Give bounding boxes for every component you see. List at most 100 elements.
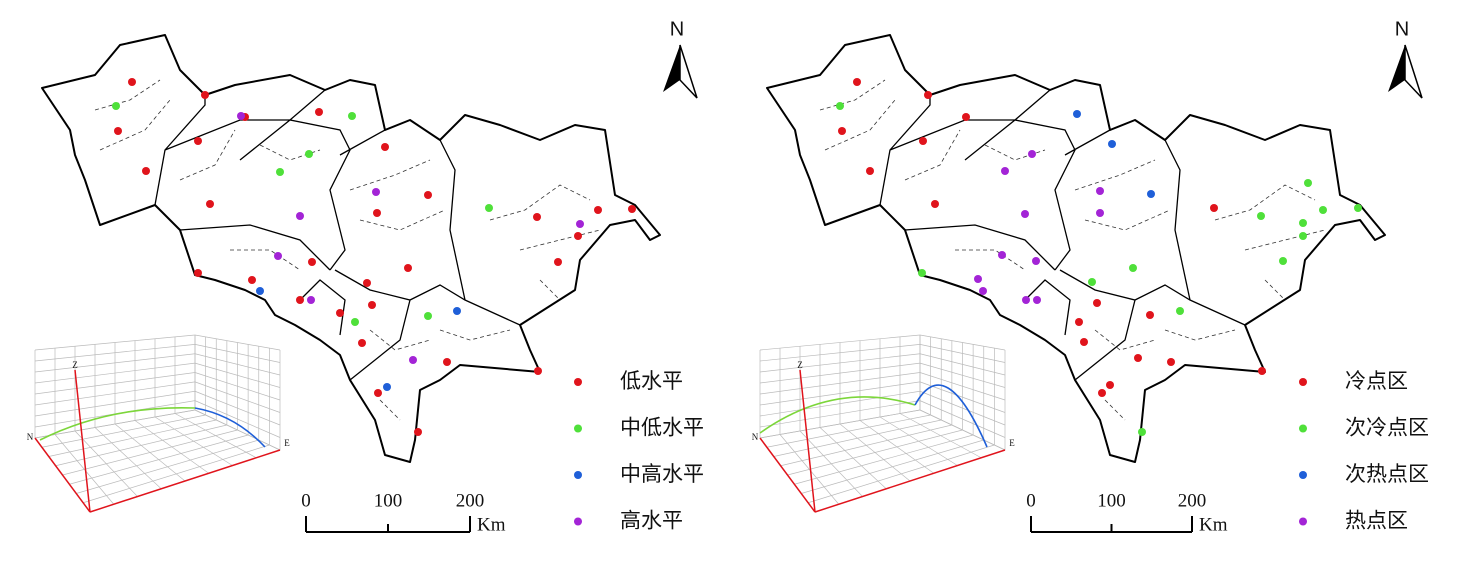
grid-3d bbox=[194, 400, 281, 438]
site-point bbox=[1299, 232, 1307, 240]
grid-3d bbox=[194, 390, 281, 426]
grid-3d bbox=[859, 420, 934, 474]
site-point bbox=[142, 167, 150, 175]
site-point bbox=[1146, 311, 1154, 319]
site-point bbox=[918, 269, 926, 277]
north-arrow bbox=[663, 45, 680, 92]
site-point bbox=[1096, 187, 1104, 195]
legend-marker bbox=[1299, 517, 1307, 526]
site-point bbox=[1176, 307, 1184, 315]
site-point bbox=[1028, 150, 1036, 158]
site-point bbox=[114, 127, 122, 135]
site-point bbox=[1134, 354, 1142, 362]
site-point bbox=[1258, 367, 1266, 375]
grid-3d bbox=[114, 423, 186, 482]
legend-marker bbox=[574, 517, 582, 526]
grid-3d bbox=[194, 372, 281, 401]
legend-label: 高水平 bbox=[620, 509, 683, 533]
site-point bbox=[628, 205, 636, 213]
site-point bbox=[1210, 204, 1218, 212]
site-point bbox=[274, 252, 282, 260]
site-point bbox=[1098, 389, 1106, 397]
axis-3d bbox=[34, 437, 91, 513]
site-point bbox=[533, 213, 541, 221]
site-point bbox=[1304, 179, 1312, 187]
legend-marker bbox=[1299, 378, 1307, 386]
site-point bbox=[576, 220, 584, 228]
site-point bbox=[1129, 264, 1137, 272]
legend-label: 次热点区 bbox=[1345, 462, 1429, 486]
axis-3d-label: E bbox=[284, 438, 290, 448]
site-point bbox=[485, 204, 493, 212]
north-label: N bbox=[1395, 18, 1409, 40]
site-point bbox=[853, 78, 861, 86]
grid-3d bbox=[34, 381, 196, 406]
site-point bbox=[1257, 212, 1265, 220]
grid-3d bbox=[194, 409, 281, 451]
legend-label: 冷点区 bbox=[1345, 369, 1408, 393]
scale-label: 200 bbox=[456, 490, 485, 511]
legend-label: 中低水平 bbox=[620, 416, 704, 440]
grid-3d bbox=[794, 434, 974, 485]
site-point bbox=[381, 143, 389, 151]
site-point bbox=[201, 91, 209, 99]
site-point bbox=[962, 113, 970, 121]
legend-marker bbox=[574, 424, 582, 433]
axis-3d bbox=[74, 369, 91, 513]
site-point bbox=[256, 287, 264, 295]
grid-3d bbox=[919, 381, 1006, 413]
site-point bbox=[383, 383, 391, 391]
north-arrow bbox=[1404, 44, 1423, 99]
scale-label: 200 bbox=[1178, 490, 1207, 511]
grid-3d bbox=[839, 423, 911, 482]
grid-3d bbox=[34, 372, 196, 395]
site-point bbox=[276, 168, 284, 176]
site-point bbox=[194, 137, 202, 145]
grid-3d bbox=[919, 390, 1006, 426]
legend-marker bbox=[1299, 424, 1307, 433]
grid-3d bbox=[759, 390, 921, 417]
axis-3d bbox=[89, 449, 281, 513]
axis-3d bbox=[814, 449, 1006, 513]
scale-label: 100 bbox=[1097, 490, 1126, 511]
site-point bbox=[1147, 190, 1155, 198]
grid-3d bbox=[194, 381, 281, 413]
site-point bbox=[404, 264, 412, 272]
axis-3d-label: N bbox=[752, 432, 759, 442]
axis-3d bbox=[759, 437, 816, 513]
site-point bbox=[372, 188, 380, 196]
site-point bbox=[838, 127, 846, 135]
site-point bbox=[1032, 257, 1040, 265]
site-point bbox=[1080, 338, 1088, 346]
site-point bbox=[979, 287, 987, 295]
site-point bbox=[373, 209, 381, 217]
trend-curve bbox=[39, 406, 196, 441]
site-point bbox=[363, 279, 371, 287]
grid-3d bbox=[34, 390, 196, 417]
site-point bbox=[919, 137, 927, 145]
axis-3d-label: Z bbox=[72, 360, 78, 370]
trend-curve bbox=[194, 407, 266, 448]
axis-3d-label: N bbox=[27, 432, 34, 442]
legend-label: 中高水平 bbox=[620, 462, 704, 486]
grid-3d bbox=[759, 372, 921, 395]
site-point bbox=[1106, 381, 1114, 389]
site-point bbox=[424, 191, 432, 199]
site-point bbox=[112, 102, 120, 110]
grid-3d bbox=[919, 409, 1006, 451]
site-point bbox=[1075, 318, 1083, 326]
legend-label: 次冷点区 bbox=[1345, 416, 1429, 440]
site-point bbox=[248, 276, 256, 284]
site-point bbox=[1354, 204, 1362, 212]
legend-marker bbox=[574, 471, 582, 479]
grid-3d bbox=[76, 439, 259, 494]
grid-3d bbox=[134, 420, 209, 474]
site-point bbox=[1033, 296, 1041, 304]
site-point bbox=[194, 269, 202, 277]
site-point bbox=[237, 112, 245, 120]
site-point bbox=[554, 258, 562, 266]
scale-label: 100 bbox=[374, 490, 403, 511]
site-point bbox=[1167, 358, 1175, 366]
